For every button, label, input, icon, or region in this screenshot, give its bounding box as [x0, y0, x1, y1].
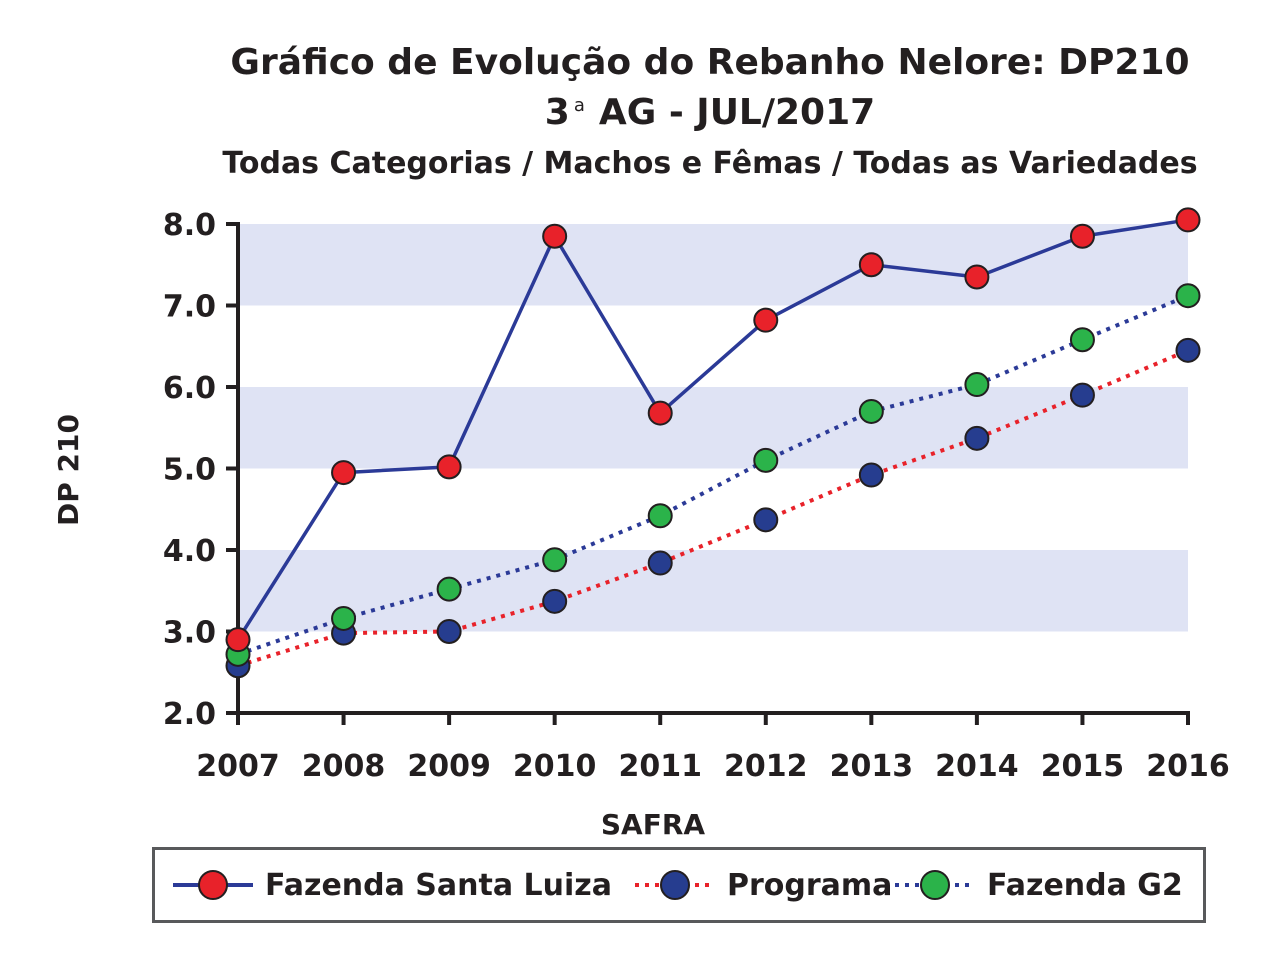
data-point-series-2: [858, 398, 884, 424]
data-point-series-0: [542, 223, 568, 249]
legend-label-fazenda-g2: Fazenda G2: [987, 867, 1183, 903]
legend-swatch-programa: [635, 870, 715, 900]
legend: Fazenda Santa Luiza Programa Fazenda G2: [152, 847, 1206, 923]
x-tick-label: 2012: [724, 749, 808, 784]
data-point-series-1: [436, 619, 462, 644]
data-point-series-1: [1069, 382, 1095, 408]
data-point-series-0: [647, 400, 673, 426]
series-markers: [225, 207, 1201, 679]
y-tick-label: 5.0: [163, 453, 216, 488]
subtitle-number: 3: [544, 92, 570, 133]
x-tick-label: 2010: [513, 749, 597, 784]
data-point-series-2: [331, 605, 357, 631]
y-tick-label: 2.0: [163, 697, 216, 732]
y-axis-label: DP 210: [52, 414, 85, 526]
data-point-series-1: [542, 588, 568, 614]
data-point-series-0: [436, 454, 462, 480]
x-tick-label: 2014: [935, 749, 1019, 784]
chart-title: Gráfico de Evolução do Rebanho Nelore: D…: [230, 42, 1190, 83]
data-point-series-2: [542, 547, 568, 573]
series-line-0: [236, 218, 1189, 641]
y-tick-label: 4.0: [163, 534, 216, 569]
subtitle-ordinal: a: [573, 95, 585, 116]
data-point-series-2: [1175, 283, 1201, 309]
data-point-series-0: [1069, 223, 1095, 249]
x-tick-label: 2009: [407, 749, 491, 784]
y-tick-labels: 2.0 3.0 4.0 5.0 6.0 7.0 8.0: [163, 208, 216, 732]
y-tick-label: 3.0: [163, 616, 216, 651]
data-point-series-2: [647, 503, 673, 529]
data-point-series-2: [1069, 327, 1095, 353]
chart-description: Todas Categorias / Machos e Fêmas / Toda…: [222, 146, 1198, 181]
y-tick-label: 6.0: [163, 371, 216, 406]
x-tick-label: 2016: [1146, 749, 1230, 784]
grid-band-0: [238, 550, 1188, 632]
data-point-series-0: [225, 627, 251, 653]
series-lines: [236, 218, 1189, 668]
data-point-series-2: [964, 372, 990, 398]
data-point-series-0: [331, 460, 357, 486]
data-point-series-0: [753, 307, 779, 333]
legend-item-santa-luiza: Fazenda Santa Luiza: [171, 850, 612, 920]
x-tick-label: 2015: [1041, 749, 1125, 784]
chart-subtitle-line: 3 a AG - JUL/2017: [0, 92, 1280, 133]
data-point-series-2: [753, 447, 779, 473]
x-tick-label: 2008: [302, 749, 386, 784]
grid-band-1: [238, 387, 1188, 469]
data-point-series-1: [1175, 337, 1201, 363]
data-point-series-0: [964, 264, 990, 290]
x-tick-label: 2007: [196, 749, 280, 784]
data-point-series-1: [753, 507, 779, 533]
legend-label-santa-luiza: Fazenda Santa Luiza: [265, 867, 613, 903]
legend-item-fazenda-g2: Fazenda G2: [893, 850, 1183, 920]
data-point-series-1: [647, 550, 673, 576]
data-point-series-0: [1175, 207, 1201, 233]
data-point-series-1: [858, 462, 884, 488]
legend-swatch-santa-luiza: [173, 870, 253, 900]
x-tick-label: 2013: [830, 749, 914, 784]
x-axis-label: SAFRA: [601, 808, 706, 841]
grid-band-2: [238, 224, 1188, 306]
series-line-1: [237, 348, 1189, 668]
data-point-series-0: [858, 252, 884, 278]
x-tick-label: 2011: [618, 749, 702, 784]
legend-label-programa: Programa: [727, 867, 893, 903]
grid-bands: [238, 224, 1188, 632]
legend-item-programa: Programa: [633, 850, 892, 920]
data-point-series-2: [436, 576, 462, 602]
subtitle-text: AG - JUL/2017: [598, 92, 876, 133]
x-tick-labels: 2007 2008 2009 2010 2011 2012 2013 2014 2015 2016: [196, 749, 1230, 784]
y-tick-label: 7.0: [163, 290, 216, 325]
y-tick-label: 8.0: [163, 208, 216, 243]
legend-swatch-fazenda-g2: [895, 870, 975, 900]
data-point-series-1: [964, 425, 990, 451]
